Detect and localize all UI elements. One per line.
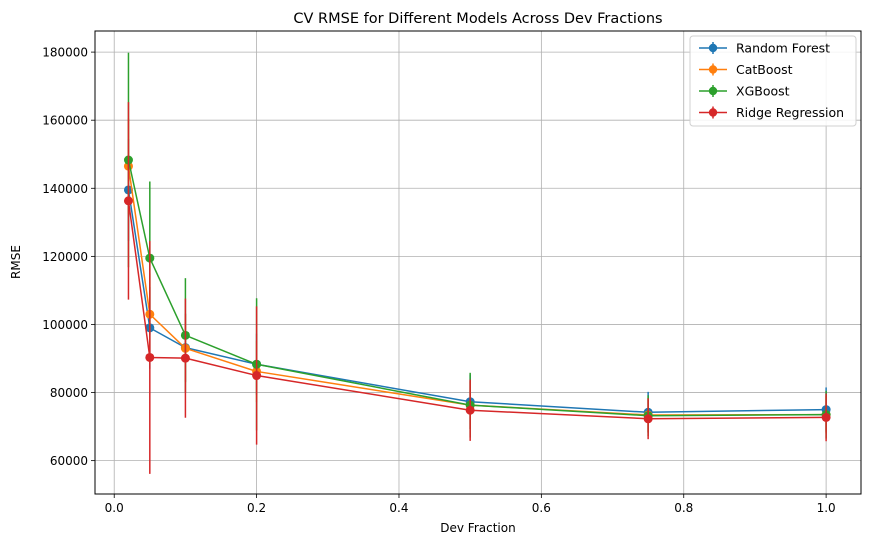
x-axis-label: Dev Fraction xyxy=(440,521,515,535)
series-layer xyxy=(123,52,831,474)
x-tick-label: 0.2 xyxy=(247,501,266,515)
y-tick-label: 100000 xyxy=(42,318,88,332)
grid xyxy=(95,31,861,494)
data-point xyxy=(643,414,653,424)
data-point xyxy=(123,196,133,206)
legend-box xyxy=(689,35,857,127)
legend-label: CatBoost xyxy=(736,62,793,77)
ticks: 0.0 0.2 0.4 0.6 0.8 1.0 60000 80000 100000 120000… xyxy=(42,46,835,515)
y-tick-label: 160000 xyxy=(42,114,88,128)
data-point xyxy=(821,412,831,422)
legend-marker xyxy=(708,65,718,74)
legend-label: XGBoost xyxy=(736,84,790,99)
plot-frame xyxy=(94,30,862,495)
data-point xyxy=(465,405,475,415)
x-tick-label: 1.0 xyxy=(817,501,836,515)
chart-title: CV RMSE for Different Models Across Dev … xyxy=(293,11,662,27)
y-tick-label: 80000 xyxy=(50,386,88,400)
data-point xyxy=(180,353,190,363)
y-axis-label: RMSE xyxy=(9,245,23,279)
legend-marker xyxy=(708,43,718,53)
legend-marker xyxy=(708,86,718,96)
legend-marker xyxy=(708,108,718,117)
y-tick-label: 60000 xyxy=(50,454,88,468)
legend: Random Forest CatBoost XGBoost Ridge Regres… xyxy=(689,35,857,127)
x-tick-label: 0.4 xyxy=(389,501,408,515)
data-point xyxy=(252,371,262,381)
y-tick-label: 180000 xyxy=(42,46,88,60)
y-tick-label: 120000 xyxy=(42,250,88,264)
legend-label: Ridge Regression xyxy=(736,105,844,120)
x-tick-label: 0.0 xyxy=(105,501,124,515)
series-ridge-regression xyxy=(123,102,831,474)
x-tick-label: 0.8 xyxy=(674,501,693,515)
x-tick-label: 0.6 xyxy=(532,501,551,515)
data-point xyxy=(145,352,155,362)
legend-label: Random Forest xyxy=(736,41,830,56)
y-tick-label: 140000 xyxy=(42,182,88,196)
